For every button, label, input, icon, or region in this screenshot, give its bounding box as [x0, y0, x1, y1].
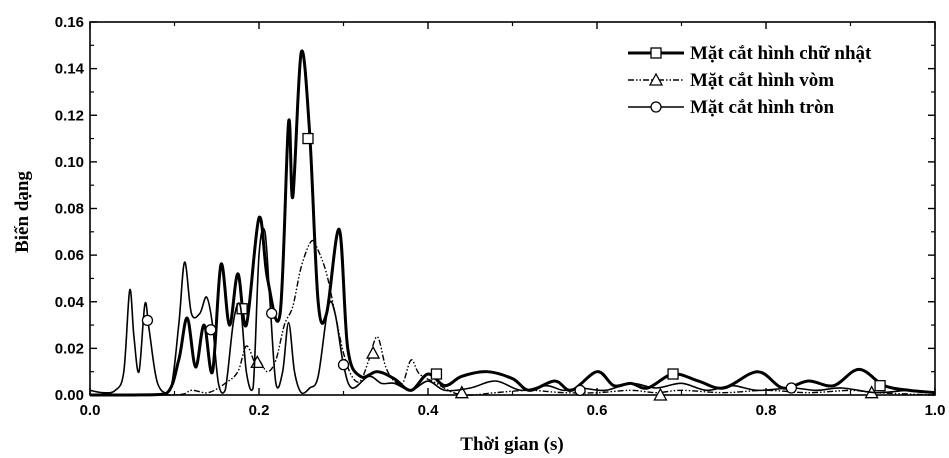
- legend-marker-arch: [648, 72, 664, 86]
- legend-marker-circular: [650, 101, 662, 113]
- series-marker-arch: [454, 385, 469, 399]
- y-tick-label: 0.08: [55, 201, 84, 218]
- y-axis-title: Biến dạng: [12, 171, 33, 253]
- x-tick-label: 0.2: [249, 402, 270, 419]
- series-marker-arch: [653, 387, 668, 401]
- series-marker-circular: [785, 382, 797, 394]
- y-tick-label: 0.06: [55, 247, 84, 264]
- series-marker-circular: [574, 384, 586, 396]
- series-marker-circular: [141, 314, 154, 327]
- series-marker-rectangular: [874, 380, 886, 392]
- y-tick-label: 0.10: [55, 154, 84, 171]
- x-tick-label: 0.8: [756, 402, 777, 419]
- series-line-circular: [89, 227, 936, 395]
- x-tick-label: 0.0: [80, 402, 101, 419]
- series-marker-rectangular: [302, 132, 314, 145]
- y-tick-label: 0.12: [55, 107, 84, 124]
- x-tick-label: 1.0: [925, 402, 946, 419]
- y-axis-ticks: 0.00 0.02 0.04 0.06 0.08 0.10 0.12 0.14 0.16: [55, 14, 935, 404]
- y-tick-label: 0.04: [55, 294, 85, 311]
- x-tick-label: 0.6: [587, 402, 608, 419]
- legend: Mặt cắt hình chữ nhật Mặt cắt hình vòm Mặt…: [628, 43, 872, 118]
- y-tick-label: 0.00: [55, 387, 84, 404]
- series-layer: [89, 49, 936, 401]
- legend-marker-rectangular: [650, 47, 662, 59]
- series-line-rectangular: [89, 49, 936, 397]
- x-axis-ticks: 0.0 0.2 0.4 0.6 0.8 1.0: [80, 22, 946, 419]
- x-tick-label: 0.4: [418, 402, 440, 419]
- series-marker-circular: [337, 359, 350, 371]
- series-marker-arch: [365, 345, 381, 359]
- series-marker-circular: [205, 324, 217, 336]
- series-marker-circular: [266, 307, 278, 320]
- y-tick-label: 0.16: [55, 14, 84, 31]
- legend-label-arch: Mặt cắt hình vòm: [690, 70, 834, 91]
- y-tick-label: 0.02: [55, 340, 84, 357]
- series-marker-rectangular: [430, 368, 443, 380]
- series-marker-rectangular: [667, 368, 679, 380]
- x-axis-title: Thời gian (s): [460, 434, 563, 455]
- y-tick-label: 0.14: [55, 61, 85, 78]
- series-marker-rectangular: [236, 303, 248, 315]
- legend-label-rectangular: Mặt cắt hình chữ nhật: [690, 43, 872, 64]
- legend-label-circular: Mặt cắt hình tròn: [690, 97, 835, 118]
